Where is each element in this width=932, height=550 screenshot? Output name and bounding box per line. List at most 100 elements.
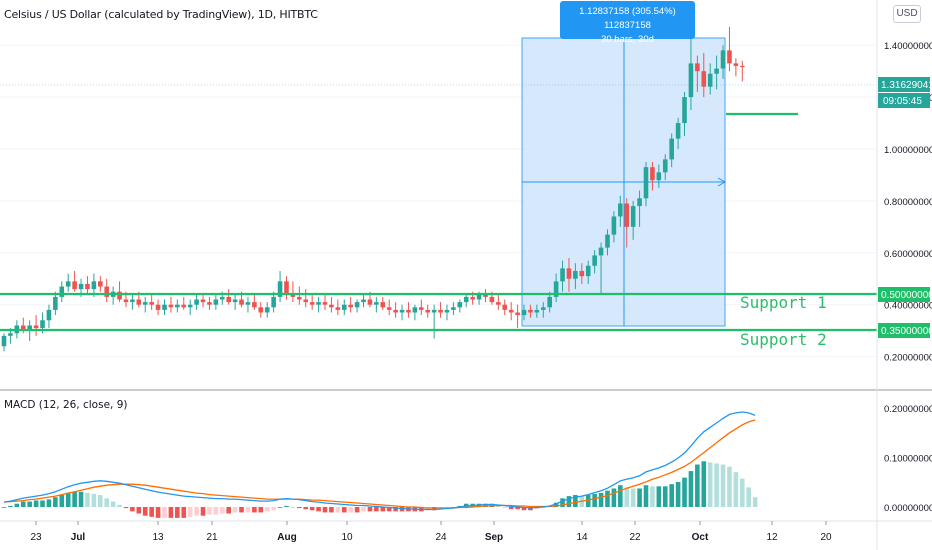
- candle[interactable]: [284, 276, 289, 300]
- candle[interactable]: [200, 294, 206, 308]
- candle[interactable]: [611, 211, 617, 243]
- candle[interactable]: [168, 296, 174, 313]
- candle[interactable]: [573, 263, 578, 290]
- candle[interactable]: [528, 304, 533, 318]
- candle[interactable]: [740, 60, 745, 82]
- candle[interactable]: [566, 257, 572, 292]
- candle[interactable]: [585, 260, 591, 284]
- candle[interactable]: [175, 299, 180, 313]
- candle[interactable]: [701, 52, 707, 98]
- candle[interactable]: [656, 164, 662, 188]
- candle[interactable]: [444, 304, 450, 321]
- candle[interactable]: [303, 289, 309, 308]
- candle[interactable]: [386, 299, 392, 316]
- candle[interactable]: [457, 299, 463, 313]
- candle[interactable]: [579, 263, 585, 284]
- candlestick-series[interactable]: [1, 27, 745, 352]
- candle[interactable]: [335, 299, 341, 316]
- candle[interactable]: [515, 304, 520, 329]
- candle[interactable]: [104, 278, 110, 303]
- candle[interactable]: [341, 299, 347, 316]
- candle[interactable]: [502, 299, 508, 316]
- candle[interactable]: [264, 302, 270, 318]
- candle[interactable]: [194, 294, 199, 310]
- candle[interactable]: [380, 296, 386, 310]
- candle[interactable]: [187, 299, 193, 316]
- candle[interactable]: [46, 304, 52, 329]
- candle[interactable]: [271, 291, 276, 313]
- candle[interactable]: [496, 294, 501, 310]
- candle[interactable]: [59, 281, 65, 303]
- candle[interactable]: [117, 281, 122, 303]
- candle[interactable]: [669, 133, 674, 168]
- candle[interactable]: [714, 55, 719, 90]
- candle[interactable]: [431, 304, 437, 339]
- candle[interactable]: [624, 198, 630, 248]
- candle[interactable]: [508, 302, 514, 321]
- candle[interactable]: [688, 34, 694, 111]
- candle[interactable]: [297, 286, 302, 305]
- candle[interactable]: [720, 45, 726, 79]
- candle[interactable]: [425, 304, 431, 318]
- candle[interactable]: [374, 296, 379, 313]
- candle[interactable]: [534, 304, 540, 318]
- candle[interactable]: [521, 304, 527, 321]
- candle[interactable]: [72, 270, 77, 292]
- candle[interactable]: [226, 289, 231, 305]
- candle[interactable]: [451, 302, 456, 316]
- candle[interactable]: [98, 276, 103, 292]
- candle[interactable]: [399, 304, 405, 321]
- candle[interactable]: [675, 117, 681, 149]
- macd-axis[interactable]: 0.00000000 0.10000000 0.20000000: [884, 404, 932, 514]
- candle[interactable]: [733, 58, 739, 77]
- candle[interactable]: [277, 270, 283, 303]
- candle[interactable]: [547, 291, 552, 313]
- candle[interactable]: [162, 299, 167, 316]
- candle[interactable]: [322, 294, 328, 310]
- candle[interactable]: [329, 296, 334, 313]
- candle[interactable]: [110, 286, 116, 305]
- candle[interactable]: [650, 161, 655, 191]
- candle[interactable]: [592, 250, 597, 274]
- candle[interactable]: [142, 296, 148, 313]
- candle[interactable]: [540, 302, 546, 318]
- candle[interactable]: [361, 294, 366, 308]
- candle[interactable]: [1, 333, 7, 352]
- candle[interactable]: [483, 289, 488, 303]
- candle[interactable]: [213, 294, 219, 310]
- candle[interactable]: [598, 242, 604, 295]
- candle[interactable]: [707, 63, 713, 95]
- candle[interactable]: [643, 161, 649, 207]
- candle[interactable]: [682, 91, 687, 137]
- candle[interactable]: [33, 315, 39, 336]
- candle[interactable]: [438, 302, 443, 318]
- candle[interactable]: [290, 281, 296, 303]
- candle[interactable]: [637, 190, 642, 227]
- candle[interactable]: [258, 302, 264, 318]
- candle[interactable]: [316, 296, 321, 313]
- candle[interactable]: [181, 296, 187, 310]
- candle[interactable]: [406, 302, 411, 318]
- candle[interactable]: [605, 229, 610, 256]
- candle[interactable]: [53, 291, 58, 316]
- candle[interactable]: [463, 294, 469, 308]
- candle[interactable]: [149, 294, 154, 310]
- candle[interactable]: [412, 304, 418, 321]
- candle[interactable]: [309, 294, 315, 310]
- candle[interactable]: [130, 294, 135, 310]
- candle[interactable]: [348, 296, 353, 313]
- candle[interactable]: [232, 294, 238, 310]
- candle[interactable]: [207, 296, 212, 310]
- candle[interactable]: [85, 276, 90, 295]
- candle[interactable]: [252, 294, 257, 310]
- time-axis[interactable]: 23 Jul 13 21 Aug 10 24 Sep 14 22 Oct 12 20: [30, 521, 832, 543]
- currency-button[interactable]: USD: [893, 5, 921, 23]
- candle[interactable]: [630, 200, 636, 240]
- candle[interactable]: [419, 299, 424, 316]
- candle[interactable]: [560, 260, 565, 292]
- candle[interactable]: [354, 299, 360, 313]
- candle[interactable]: [553, 273, 559, 303]
- candle[interactable]: [727, 27, 732, 72]
- candle[interactable]: [155, 299, 161, 316]
